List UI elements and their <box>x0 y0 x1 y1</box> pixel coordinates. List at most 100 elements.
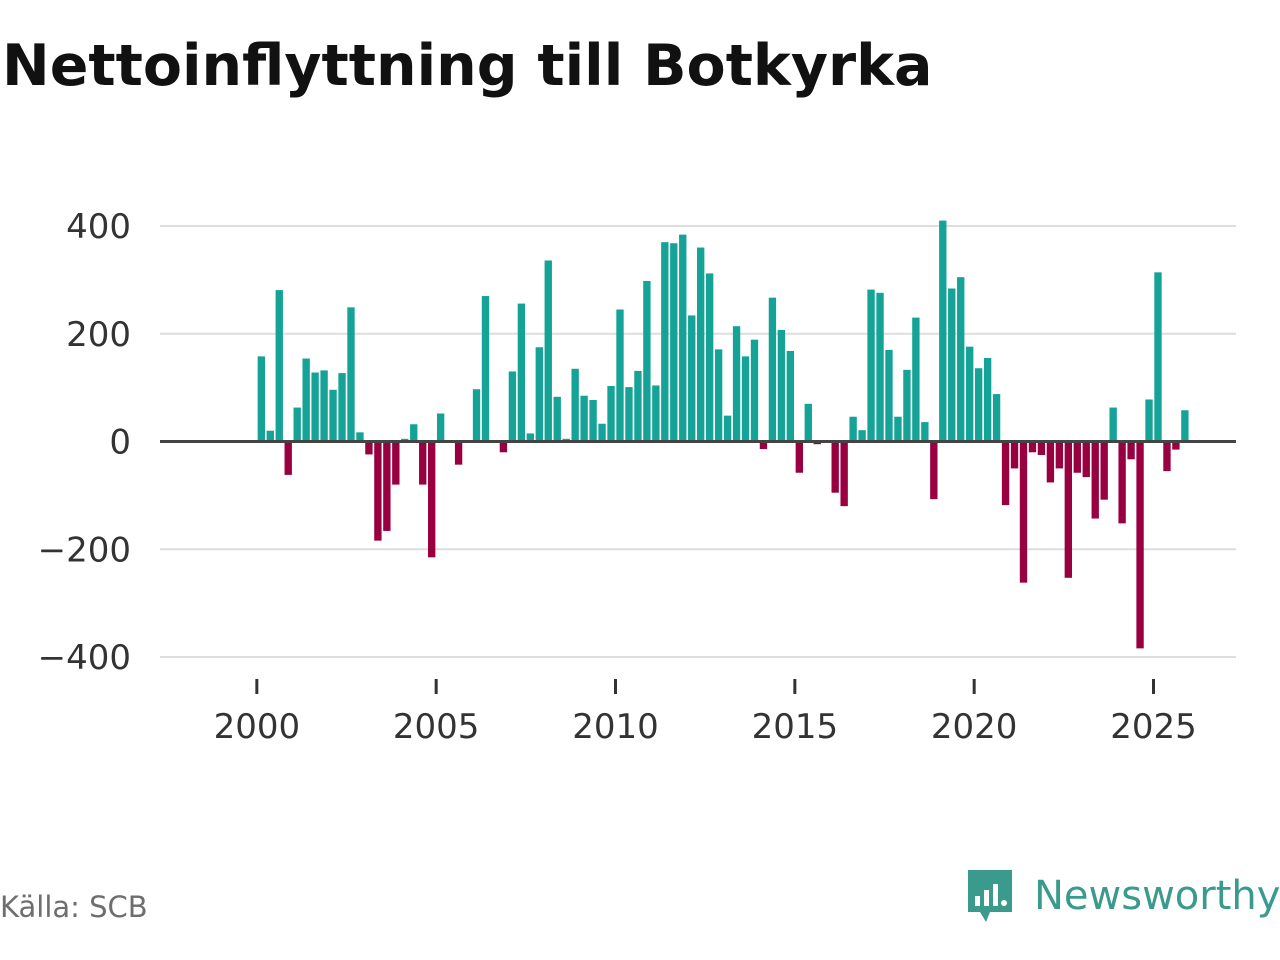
bar <box>1001 441 1010 506</box>
bar <box>1010 441 1019 469</box>
bar <box>1019 441 1028 583</box>
bar <box>284 441 292 475</box>
bar <box>750 339 759 442</box>
bar <box>526 433 534 442</box>
bar <box>795 441 803 473</box>
bar <box>992 394 1001 442</box>
bar <box>1064 441 1072 578</box>
bar <box>849 416 857 442</box>
bar <box>1172 441 1180 450</box>
bar <box>499 441 508 453</box>
bar <box>732 326 741 442</box>
bar <box>311 372 319 442</box>
bar <box>1109 407 1117 442</box>
bar <box>1037 441 1046 455</box>
bar <box>921 422 929 442</box>
bar <box>616 309 624 442</box>
bar <box>948 288 956 442</box>
bar <box>410 424 418 442</box>
x-tick-label: 2020 <box>931 707 1018 747</box>
bar <box>714 349 723 442</box>
bar <box>930 441 938 500</box>
bar <box>293 407 301 442</box>
bar <box>338 373 346 442</box>
bar <box>1127 441 1135 460</box>
bar <box>598 423 606 442</box>
bar <box>374 441 382 541</box>
bar <box>840 441 848 507</box>
bar <box>517 303 526 442</box>
bar <box>741 356 750 442</box>
bar <box>894 416 902 442</box>
bar <box>1055 441 1064 469</box>
brand-logo: Newsworthy <box>964 866 1280 926</box>
bar <box>983 357 992 442</box>
bar <box>436 413 445 442</box>
bar-series <box>257 220 1189 649</box>
bar <box>1028 441 1037 453</box>
bar <box>1046 441 1055 483</box>
bar <box>553 396 561 442</box>
bar <box>356 432 364 442</box>
bar <box>643 280 651 442</box>
bar <box>876 292 884 442</box>
y-tick-label: 0 <box>109 423 131 463</box>
bar <box>912 317 920 442</box>
bar <box>383 441 391 531</box>
bar <box>1154 272 1162 442</box>
bar <box>275 290 283 442</box>
bar <box>652 385 660 442</box>
bar <box>571 368 579 442</box>
bar <box>679 234 687 442</box>
bar <box>535 347 543 442</box>
bar <box>472 389 481 442</box>
x-tick-label: 2015 <box>752 707 839 747</box>
x-tick-label: 2005 <box>393 707 480 747</box>
bar <box>705 273 714 442</box>
bar <box>697 247 705 442</box>
x-tick-label: 2000 <box>214 707 301 747</box>
bar <box>1082 441 1090 478</box>
bar <box>777 329 786 442</box>
bar <box>1181 410 1189 442</box>
bar <box>1118 441 1126 524</box>
bar <box>580 395 588 442</box>
bar <box>302 358 310 442</box>
bar <box>831 441 839 493</box>
bar <box>607 386 615 442</box>
bar <box>347 307 355 442</box>
bar <box>903 369 911 442</box>
bar <box>508 371 517 442</box>
x-axis: 2000 2005 2010 2015 2020 2025 <box>214 679 1197 747</box>
bar <box>625 387 633 442</box>
bar <box>320 370 328 442</box>
bar <box>661 242 669 442</box>
bar <box>957 277 965 442</box>
bar <box>966 346 974 442</box>
brand-name: Newsworthy <box>1034 873 1280 919</box>
bar <box>589 400 597 442</box>
bar <box>329 389 337 442</box>
bar <box>804 403 812 442</box>
bar <box>974 368 983 442</box>
y-tick-label: 400 <box>66 207 131 247</box>
bar <box>1163 441 1171 472</box>
bar <box>419 441 427 485</box>
bar <box>634 370 642 442</box>
chart-speech-bubble-icon <box>968 870 1012 922</box>
y-tick-label: −400 <box>38 638 131 678</box>
bar <box>257 356 265 442</box>
bar <box>266 430 274 442</box>
bar <box>454 441 463 465</box>
bar <box>867 289 875 442</box>
bar <box>544 260 552 442</box>
bar <box>428 441 436 558</box>
bar <box>768 297 777 442</box>
bar <box>365 441 373 455</box>
x-tick-label: 2010 <box>572 707 659 747</box>
bar <box>481 296 490 442</box>
bar <box>1100 441 1108 500</box>
bar <box>1145 399 1153 442</box>
bar <box>688 315 696 442</box>
